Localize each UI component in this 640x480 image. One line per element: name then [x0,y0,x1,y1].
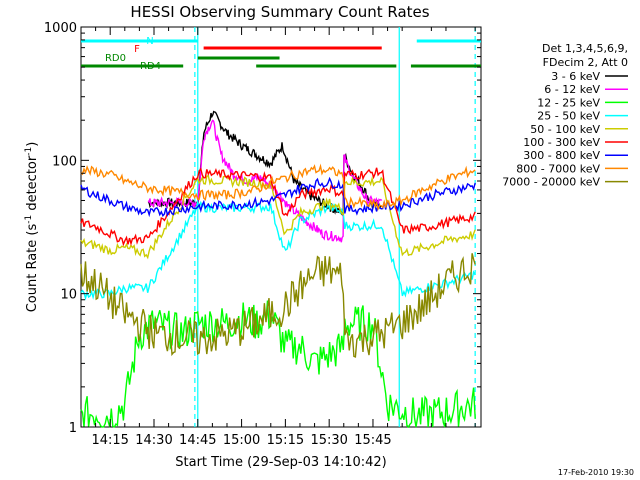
series-line [80,199,476,301]
plot-frame [80,26,482,428]
legend-entry-label: 6 - 12 keV [544,83,600,96]
x-tick-label: 15:00 [223,433,260,448]
flag-label: N [146,36,153,47]
y-tick-label: 1 [69,421,77,436]
y-tick-label: 1000 [44,21,77,36]
x-tick-label: 14:45 [179,433,216,448]
x-tick-label: 15:15 [267,433,304,448]
legend-entry-label: 50 - 100 keV [530,123,600,136]
footer-timestamp: 17-Feb-2010 19:30 [558,468,634,477]
y-axis-label: Count Rate (s-1 detector-1) [24,142,40,313]
legend-entry-label: 12 - 25 keV [537,96,600,109]
plot-area [80,26,482,428]
chart-title: HESSI Observing Summary Count Rates [130,3,429,21]
flag-label: RD0 [105,53,126,64]
y-tick-label: 10 [60,288,77,303]
legend: Det 1,3,4,5,6,9, FDecim 2, Att 0 3 - 6 k… [502,42,628,189]
legend-entry-label: 100 - 300 keV [523,136,600,149]
series-line [80,300,476,429]
series-line [80,253,476,358]
x-tick-label: 15:30 [310,433,347,448]
legend-entry-label: 300 - 800 keV [523,149,600,162]
x-axis-label: Start Time (29-Sep-03 14:10:42) [175,455,386,470]
series-layer [80,110,476,429]
y-axis-label-mid: detector [25,155,40,215]
y-axis-label-main: Count Rate (s [25,224,40,313]
x-tick-label: 15:45 [354,433,391,448]
legend-entry-label: 800 - 7000 keV [516,162,600,175]
y-axis-label-sup1: -1 [24,215,34,224]
flag-label: F [134,44,140,55]
legend-header-1: Det 1,3,4,5,6,9, [542,42,628,55]
legend-entry-label: 7000 - 20000 keV [502,176,600,189]
legend-entry-label: 3 - 6 keV [551,70,600,83]
legend-entry-label: 25 - 50 keV [537,110,600,123]
vertical-markers [194,27,476,427]
y-axis-label-sup2: -1 [24,147,34,156]
x-tick-label: 14:15 [91,433,128,448]
series-line [80,176,476,218]
series-line [80,167,476,247]
x-tick-label: 14:30 [135,433,172,448]
y-axis-ticks: 1 10 100 1000 [44,21,481,436]
series-line [80,163,476,211]
legend-header-2: FDecim 2, Att 0 [543,56,628,69]
flag-layer: NF RD0 RD4 [81,36,481,72]
flag-label: RD4 [140,61,161,72]
y-axis-label-end: ) [25,142,40,147]
x-axis-ticks: 14:15 14:30 14:45 15:00 15:15 15:30 15:45 [80,27,476,448]
y-tick-label: 100 [52,154,77,169]
series-line [80,174,476,260]
